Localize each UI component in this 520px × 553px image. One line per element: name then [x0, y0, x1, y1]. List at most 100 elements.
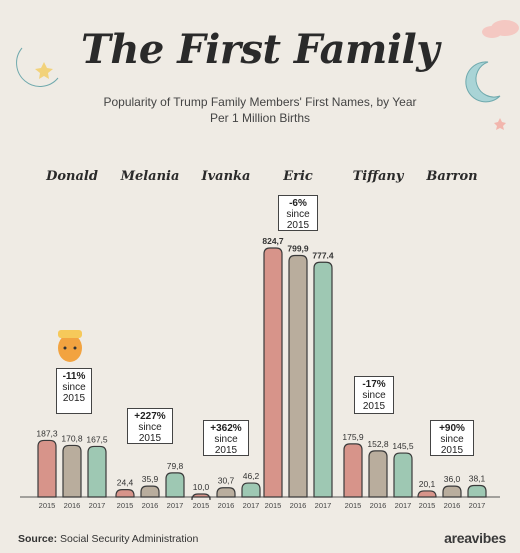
change-callout: -11% since 2015	[56, 368, 92, 414]
change-year: 2015	[138, 433, 162, 444]
group-label: Eric	[282, 169, 313, 184]
data-label: 799,9	[287, 243, 309, 253]
moon-icon	[16, 47, 59, 87]
data-label: 24,4	[117, 478, 134, 488]
group-label: Ivanka	[201, 169, 251, 184]
x-tick-label: 2015	[39, 501, 56, 510]
data-label: 10,0	[193, 482, 210, 492]
x-tick-label: 2016	[444, 501, 461, 510]
x-tick-label: 2015	[345, 501, 362, 510]
x-tick-label: 2017	[167, 501, 184, 510]
change-percent: +362%	[210, 423, 242, 434]
change-year: 2015	[214, 445, 238, 456]
change-since: since	[62, 382, 86, 393]
change-callout: +227% since 2015	[127, 408, 173, 444]
data-label: 30,7	[218, 476, 235, 486]
change-percent: -11%	[62, 371, 86, 382]
x-tick-label: 2016	[64, 501, 81, 510]
data-label: 145,5	[392, 441, 414, 451]
chart-subtitle: Popularity of Trump Family Members' Firs…	[103, 95, 417, 109]
bar-melania-2017	[165, 472, 185, 498]
data-label: 46,2	[243, 471, 260, 481]
bar-tiffany-2017	[393, 452, 413, 498]
bar-eric-2016	[288, 254, 308, 498]
group-label: Melania	[120, 169, 180, 184]
bar-tiffany-2016	[368, 450, 388, 498]
group-label: Barron	[425, 169, 477, 184]
x-tick-label: 2015	[117, 501, 134, 510]
group-label: Donald	[45, 169, 98, 184]
data-label: 20,1	[419, 479, 436, 489]
x-tick-label: 2017	[315, 501, 332, 510]
bar-ivanka-2016	[216, 487, 236, 498]
bar-eric-2015	[263, 247, 283, 498]
data-label: 38,1	[469, 473, 486, 483]
x-tick-label: 2017	[243, 501, 260, 510]
data-label: 79,8	[167, 461, 184, 471]
bar-donald-2016	[62, 444, 82, 498]
baby-face-icon	[58, 330, 82, 362]
data-label: 167,5	[86, 434, 108, 444]
change-year: 2015	[286, 220, 310, 231]
x-tick-label: 2016	[218, 501, 235, 510]
data-label: 175,9	[342, 432, 364, 442]
chart-subtitle-units: Per 1 Million Births	[209, 111, 311, 125]
bar-ivanka-2017	[241, 482, 261, 498]
bar-ivanka-2015	[191, 493, 211, 501]
chart-title: The First Family	[81, 26, 439, 73]
x-tick-label: 2016	[370, 501, 387, 510]
bar-tiffany-2015	[343, 443, 363, 498]
source-text: Social Security Administration	[60, 533, 199, 545]
x-tick-label: 2017	[469, 501, 486, 510]
change-callout: +90% since 2015	[430, 420, 474, 456]
star-icon	[494, 118, 506, 130]
data-label: 152,8	[367, 439, 389, 449]
bar-melania-2015	[115, 489, 135, 498]
data-label: 36,0	[444, 474, 461, 484]
data-label: 35,9	[142, 474, 159, 484]
change-callout: +362% since 2015	[203, 420, 249, 456]
x-tick-label: 2015	[193, 501, 210, 510]
change-callout: -17% since 2015	[354, 376, 394, 414]
change-year: 2015	[62, 393, 86, 404]
change-year: 2015	[440, 445, 464, 456]
data-label: 170,8	[61, 433, 83, 443]
change-percent: +90%	[439, 423, 465, 434]
change-percent: +227%	[134, 411, 166, 422]
data-label: 187,3	[36, 428, 58, 438]
change-since: since	[214, 434, 238, 445]
bar-barron-2016	[442, 485, 462, 498]
x-tick-label: 2015	[265, 501, 282, 510]
change-since: since	[138, 422, 162, 433]
moon-icon	[465, 61, 501, 103]
cloud-icon	[482, 20, 519, 38]
source-label: Source:	[18, 533, 58, 545]
change-since: since	[362, 390, 386, 401]
bar-barron-2015	[417, 490, 437, 498]
bar-eric-2017	[313, 261, 333, 498]
bar-donald-2017	[87, 445, 107, 498]
bar-barron-2017	[467, 484, 487, 498]
x-tick-label: 2016	[142, 501, 159, 510]
x-tick-label: 2017	[89, 501, 106, 510]
change-year: 2015	[362, 401, 386, 412]
data-label: 824,7	[262, 236, 284, 246]
change-percent: -6%	[289, 198, 307, 209]
star-icon	[35, 62, 53, 79]
group-label: Tiffany	[353, 169, 405, 184]
change-since: since	[440, 434, 464, 445]
x-tick-label: 2016	[290, 501, 307, 510]
data-label: 777.4	[312, 250, 334, 260]
bar-melania-2016	[140, 485, 160, 498]
x-tick-label: 2015	[419, 501, 436, 510]
x-tick-label: 2017	[395, 501, 412, 510]
brand-logo: areavibes	[444, 530, 506, 546]
source-note: Source: Social Security Administration	[18, 533, 198, 545]
change-since: since	[286, 209, 310, 220]
change-percent: -17%	[362, 379, 386, 390]
bar-donald-2015	[37, 439, 57, 498]
change-callout: -6% since 2015	[278, 195, 318, 231]
